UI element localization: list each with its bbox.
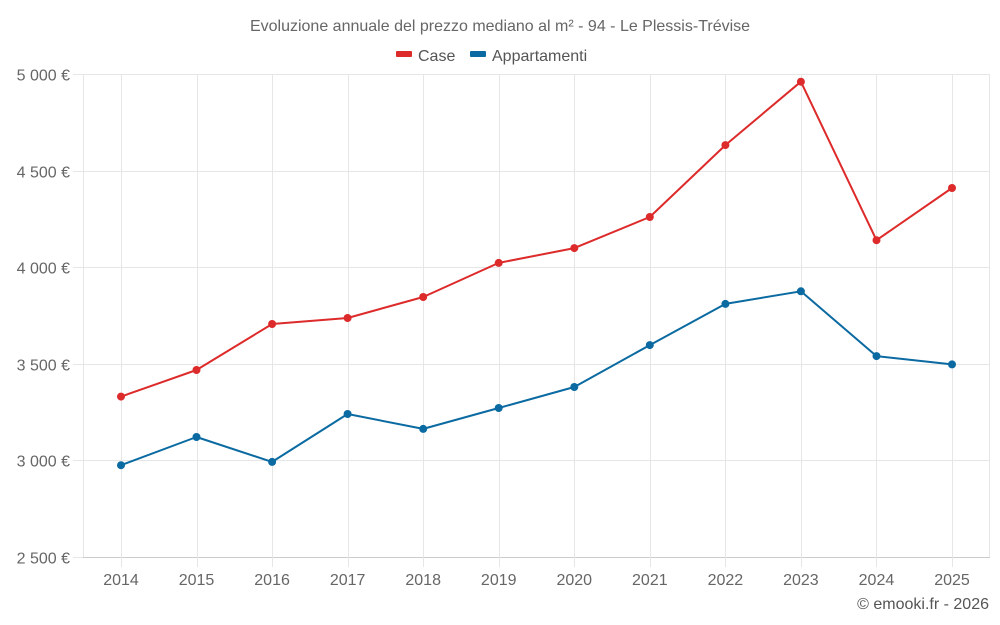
x-axis: 2014 2015 2016 2017 2018 2019 2020 2021 2022 2023… bbox=[103, 572, 970, 589]
y-tick-label: 2 500 € bbox=[17, 551, 70, 568]
data-point-appartamenti[interactable] bbox=[645, 341, 654, 350]
chart-title: Evoluzione annuale del prezzo mediano al… bbox=[250, 18, 750, 35]
data-point-appartamenti[interactable] bbox=[419, 424, 428, 433]
data-point-appartamenti[interactable] bbox=[872, 352, 881, 361]
y-tick-label: 3 000 € bbox=[17, 454, 70, 471]
y-tick-label: 4 500 € bbox=[17, 165, 70, 182]
data-point-case[interactable] bbox=[419, 293, 428, 301]
series-appartamenti bbox=[117, 287, 956, 470]
x-tick-label: 2024 bbox=[859, 572, 895, 589]
series-case bbox=[117, 77, 956, 401]
data-point-case[interactable] bbox=[192, 366, 201, 374]
x-tick-label: 2014 bbox=[103, 572, 139, 589]
data-point-case[interactable] bbox=[721, 141, 730, 150]
x-tick-label: 2017 bbox=[330, 572, 366, 589]
x-tick-label: 2016 bbox=[254, 572, 290, 589]
legend-swatch-case bbox=[396, 51, 412, 57]
data-point-case[interactable] bbox=[645, 213, 654, 221]
data-point-case[interactable] bbox=[948, 184, 956, 192]
data-point-case[interactable] bbox=[796, 77, 805, 86]
x-tick-label: 2021 bbox=[632, 572, 668, 589]
x-tick-label: 2015 bbox=[179, 572, 215, 589]
data-point-case[interactable] bbox=[570, 244, 579, 253]
y-tick-label: 4 000 € bbox=[17, 261, 70, 278]
x-tick-label: 2022 bbox=[708, 572, 744, 589]
data-point-appartamenti[interactable] bbox=[494, 404, 503, 412]
x-tick-label: 2020 bbox=[556, 572, 592, 589]
credit-text: © emooki.fr - 2026 bbox=[857, 596, 989, 613]
y-tick-label: 5 000 € bbox=[17, 68, 70, 85]
data-point-appartamenti[interactable] bbox=[948, 360, 956, 369]
data-point-case[interactable] bbox=[268, 320, 277, 328]
legend-label-appartamenti: Appartamenti bbox=[492, 48, 587, 65]
data-point-appartamenti[interactable] bbox=[117, 461, 125, 470]
data-point-case[interactable] bbox=[117, 392, 125, 401]
data-point-case[interactable] bbox=[872, 236, 881, 245]
data-point-case[interactable] bbox=[494, 258, 503, 267]
series bbox=[117, 77, 956, 470]
y-axis: 2 500 € 3 000 € 3 500 € 4 000 € 4 500 € 5 000… bbox=[17, 68, 70, 568]
data-point-appartamenti[interactable] bbox=[192, 433, 201, 441]
x-tick-label: 2019 bbox=[481, 572, 517, 589]
data-point-appartamenti[interactable] bbox=[796, 287, 805, 296]
x-tick-label: 2025 bbox=[934, 572, 970, 589]
legend: Case Appartamenti bbox=[396, 48, 587, 65]
series-line-appartamenti bbox=[120, 290, 953, 467]
x-tick-label: 2018 bbox=[405, 572, 441, 589]
legend-swatch-appartamenti bbox=[470, 51, 486, 57]
x-tick-label: 2023 bbox=[783, 572, 819, 589]
legend-label-case: Case bbox=[418, 48, 455, 65]
series-line-case bbox=[120, 80, 953, 398]
data-point-appartamenti[interactable] bbox=[343, 410, 352, 418]
legend-item-appartamenti[interactable]: Appartamenti bbox=[470, 48, 587, 65]
data-point-appartamenti[interactable] bbox=[268, 457, 277, 466]
grid bbox=[73, 74, 990, 567]
y-tick-label: 3 500 € bbox=[17, 358, 70, 375]
legend-item-case[interactable]: Case bbox=[396, 48, 455, 65]
data-point-appartamenti[interactable] bbox=[721, 299, 730, 308]
data-point-appartamenti[interactable] bbox=[570, 383, 579, 391]
data-point-case[interactable] bbox=[343, 314, 352, 322]
